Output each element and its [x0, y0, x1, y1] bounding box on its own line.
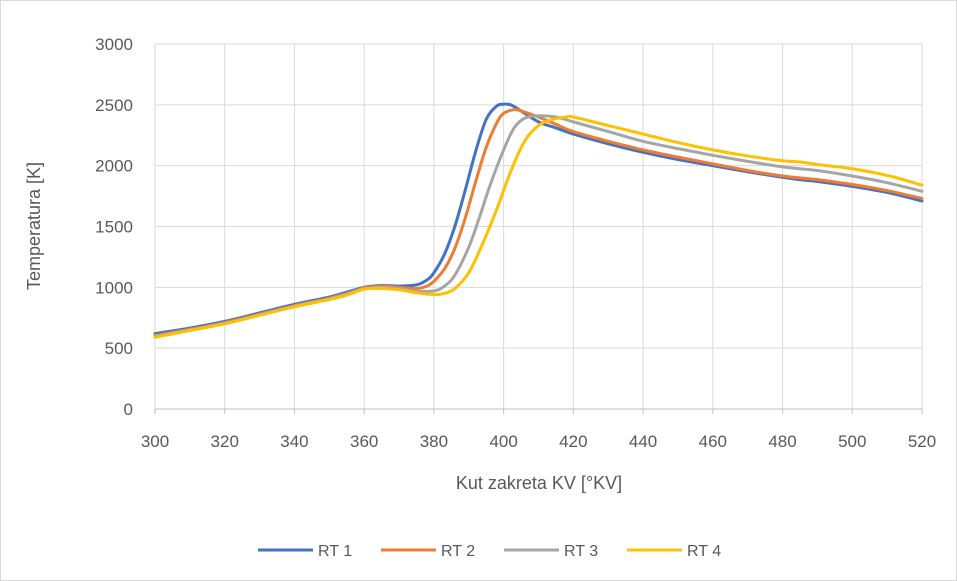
- x-tick-label: 480: [768, 432, 796, 451]
- y-tick-label: 3000: [95, 35, 133, 54]
- y-tick-label: 2000: [95, 157, 133, 176]
- x-axis-title: Kut zakreta KV [°KV]: [456, 473, 622, 493]
- legend-label: RT 1: [318, 543, 352, 560]
- y-axis-title: Temperatura [K]: [24, 162, 44, 290]
- legend-label: RT 3: [564, 543, 598, 560]
- series-line-1: [153, 102, 924, 336]
- x-tick-label: 380: [420, 432, 448, 451]
- legend-label: RT 4: [687, 543, 721, 560]
- y-tick-label: 1000: [95, 278, 133, 297]
- series-line-2: [153, 108, 924, 337]
- x-tick-label: 420: [559, 432, 587, 451]
- x-tick-label: 320: [211, 432, 239, 451]
- x-tick-label: 340: [280, 432, 308, 451]
- series-line-4: [153, 114, 924, 339]
- x-tick-label: 460: [699, 432, 727, 451]
- x-tick-label: 500: [838, 432, 866, 451]
- series-lines: [153, 102, 924, 339]
- gridlines: [154, 43, 923, 409]
- axes: 0 500 1000 1500 2000 2500 3000 300 320 340 360 380 4…: [95, 35, 936, 451]
- y-tick-label: 1500: [95, 218, 133, 237]
- legend: RT 1 RT 2 RT 3 RT 4: [258, 543, 721, 560]
- x-tick-label: 440: [629, 432, 657, 451]
- x-tick-label: 360: [350, 432, 378, 451]
- x-tick-label: 520: [908, 432, 936, 451]
- x-tick-label: 300: [141, 432, 169, 451]
- series-line-3: [153, 114, 924, 338]
- y-tick-label: 500: [105, 339, 133, 358]
- x-tick-label: 400: [489, 432, 517, 451]
- legend-label: RT 2: [441, 543, 475, 560]
- y-tick-label: 2500: [95, 96, 133, 115]
- y-tick-label: 0: [124, 400, 133, 419]
